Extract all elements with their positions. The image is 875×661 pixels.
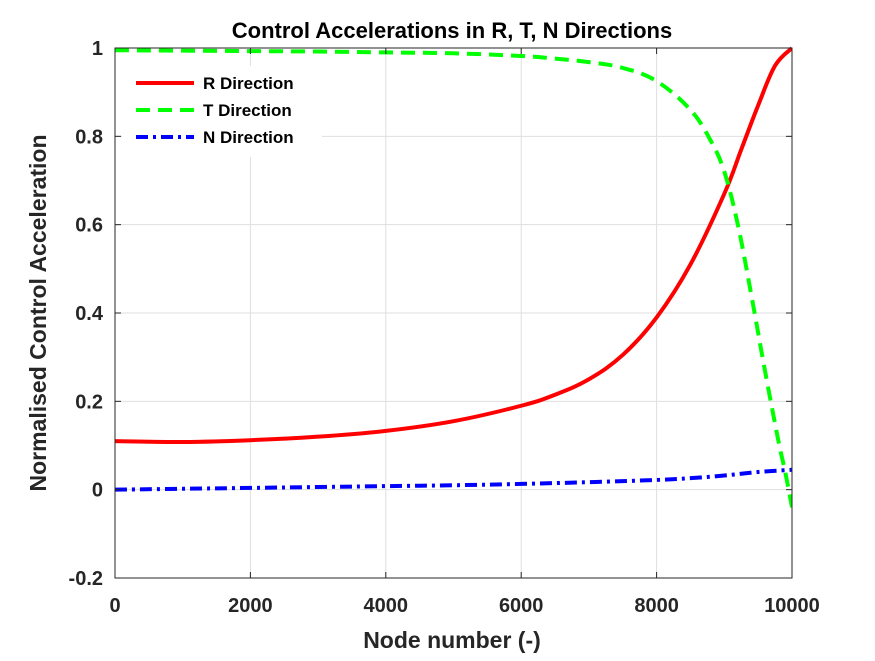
y-tick-label: 0.4 (75, 303, 104, 325)
y-tick-label: 1 (92, 38, 103, 60)
axes (114, 47, 793, 579)
series-line-3 (115, 467, 792, 492)
series-line-1 (115, 46, 792, 444)
x-tick-label: 2000 (228, 595, 273, 617)
x-tick-label: 0 (109, 595, 120, 617)
x-axis-label: Node number (-) (363, 627, 541, 653)
y-tick-label: 0.6 (75, 215, 103, 237)
series-line-2 (115, 48, 792, 508)
y-tick-label: 0 (92, 480, 103, 502)
series-group (115, 46, 792, 508)
x-tick-label: 8000 (634, 595, 679, 617)
tick-labels: 0 2000 4000 6000 8000 10000 -0.2 0 0.2 0.4 0.6 0.8 1 (69, 38, 820, 617)
x-tick-label: 4000 (364, 595, 409, 617)
x-tick-label: 10000 (764, 595, 820, 617)
legend-label-2: T Direction (203, 101, 292, 120)
y-tick-label: -0.2 (69, 568, 103, 590)
chart-title: Control Accelerations in R, T, N Directi… (232, 18, 672, 43)
legend-label-1: R Direction (203, 74, 294, 93)
legend: R Direction T Direction N Direction (122, 66, 322, 157)
y-axis-label: Normalised Control Acceleration (25, 134, 51, 491)
y-tick-label: 0.8 (75, 126, 103, 148)
y-tick-label: 0.2 (75, 391, 103, 413)
legend-label-3: N Direction (203, 128, 294, 147)
x-tick-label: 6000 (499, 595, 544, 617)
